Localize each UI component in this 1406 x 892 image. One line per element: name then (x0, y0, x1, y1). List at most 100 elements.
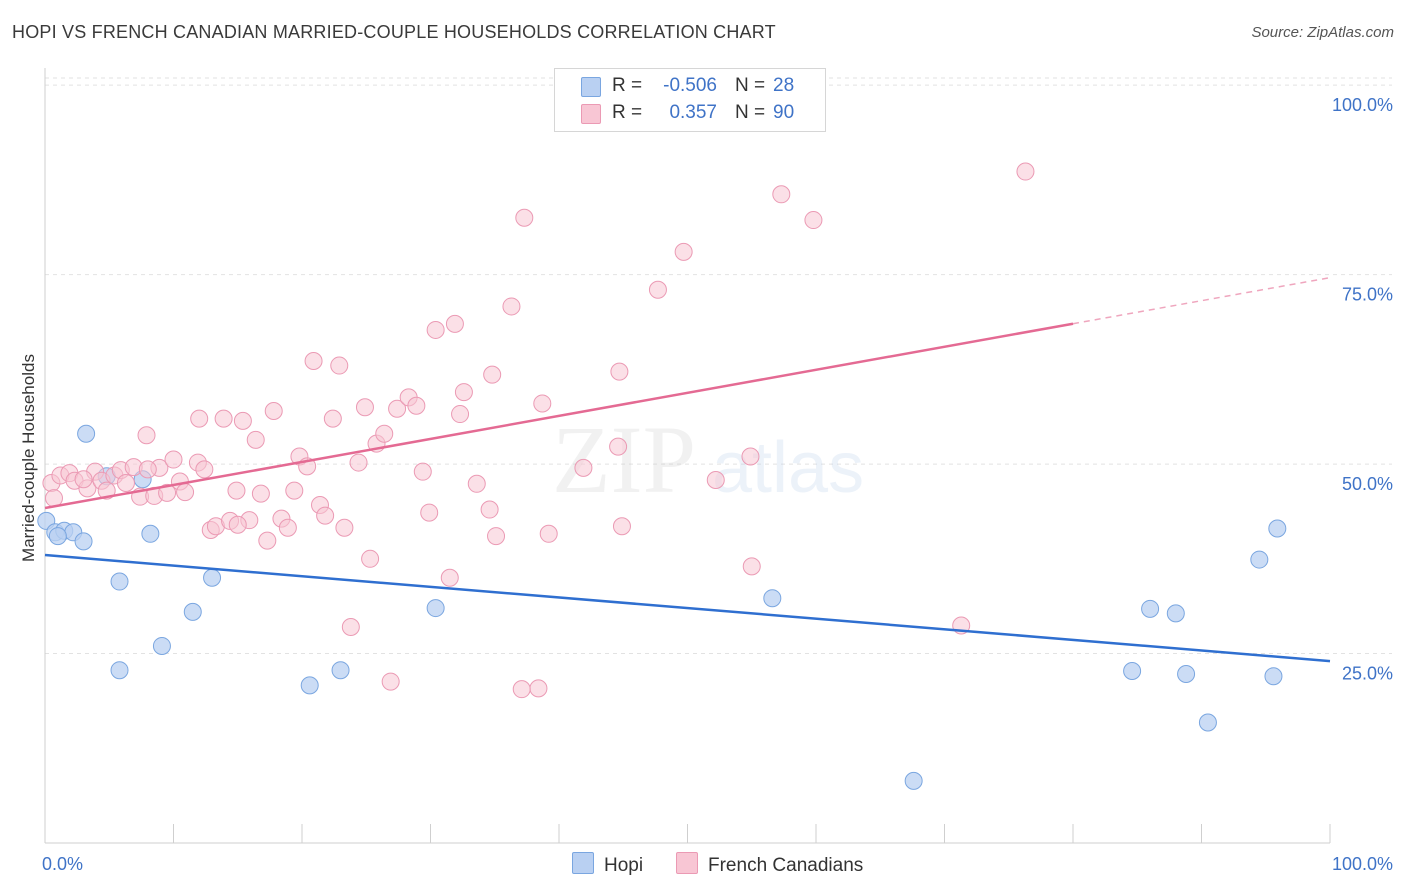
french-point (742, 557, 761, 576)
french-n-value: 90 (773, 102, 795, 123)
french-point (381, 672, 400, 691)
french-point (233, 411, 252, 430)
french-points (42, 72, 1035, 699)
x-tick-label: 0.0% (42, 854, 83, 874)
hopi-r-label: R = (612, 75, 643, 96)
french-point (97, 481, 116, 500)
y-axis-label: Married-couple Households (19, 354, 38, 562)
bottom-legend-french: French Canadians (676, 852, 863, 877)
french-point (451, 405, 470, 424)
french-point (529, 679, 548, 698)
y-tick-label: 25.0% (1342, 664, 1393, 684)
french-point (264, 402, 283, 421)
x-tick-labels: 0.0% 100.0% (42, 854, 1393, 874)
french-point (304, 352, 323, 371)
french-point (227, 481, 246, 500)
french-point (251, 484, 270, 503)
french-point (258, 531, 277, 550)
french-trendline-extension (1072, 276, 1331, 325)
stats-legend: R = -0.506 N = 28 R = 0.357 N = 90 (554, 68, 826, 132)
french-point (375, 424, 394, 443)
y-tick-label: 50.0% (1342, 474, 1393, 494)
hopi-swatch (581, 77, 601, 97)
french-point (190, 409, 209, 428)
french-point (610, 362, 629, 381)
bottom-french-swatch (676, 852, 698, 874)
hopi-point (331, 661, 350, 680)
french-point (176, 483, 195, 502)
french-point (454, 383, 473, 402)
hopi-point (1264, 667, 1283, 686)
hopi-point (141, 524, 160, 543)
french-point (228, 515, 247, 534)
hopi-point (1166, 604, 1185, 623)
french-point (609, 437, 628, 456)
french-point (388, 399, 407, 418)
french-point (195, 460, 214, 479)
hopi-point (1141, 599, 1160, 618)
hopi-n-value: 28 (773, 75, 795, 96)
watermark-zip: ZIP (552, 406, 696, 513)
french-point (158, 483, 177, 502)
french-point (116, 474, 135, 493)
hopi-point (300, 676, 319, 695)
french-point (1016, 162, 1035, 181)
gridlines (45, 77, 1392, 655)
french-point (741, 447, 760, 466)
french-point (539, 524, 558, 543)
source-label: Source: ZipAtlas.com (1251, 24, 1394, 41)
french-point (137, 426, 156, 445)
french-trendline (44, 322, 1074, 510)
hopi-point (110, 572, 129, 591)
french-n-label: N = (735, 102, 766, 123)
french-point (407, 396, 426, 415)
french-point (772, 185, 791, 204)
chart-title: HOPI VS FRENCH CANADIAN MARRIED-COUPLE H… (12, 22, 776, 42)
french-point (278, 518, 297, 537)
hopi-point (904, 771, 923, 790)
watermark: ZIP atlas (552, 406, 864, 513)
french-point (487, 527, 506, 546)
french-point (674, 242, 693, 261)
axes (44, 68, 1331, 844)
hopi-point (74, 532, 93, 551)
french-point (440, 568, 459, 587)
watermark-atlas: atlas (712, 428, 864, 508)
french-point (467, 474, 486, 493)
hopi-point (77, 424, 96, 443)
french-point (480, 500, 499, 519)
french-point (533, 394, 552, 413)
french-point (335, 518, 354, 537)
hopi-point (110, 661, 129, 680)
french-r-label: R = (612, 102, 643, 123)
trendlines (44, 276, 1331, 663)
hopi-points (37, 424, 1287, 790)
french-point (138, 460, 157, 479)
french-point (706, 470, 725, 489)
bottom-hopi-label: Hopi (604, 855, 644, 876)
bottom-hopi-swatch (572, 852, 594, 874)
bottom-french-label: French Canadians (708, 855, 864, 876)
french-point (648, 280, 667, 299)
french-point (164, 450, 183, 469)
hopi-point (1250, 550, 1269, 569)
y-tick-label: 100.0% (1332, 95, 1393, 115)
french-point (323, 409, 342, 428)
french-point (574, 458, 593, 477)
french-point (413, 462, 432, 481)
hopi-point (48, 527, 67, 546)
hopi-point (426, 599, 445, 618)
french-point (74, 470, 93, 489)
hopi-trendline (44, 553, 1331, 663)
french-point (246, 430, 265, 449)
bottom-legend-hopi: Hopi (572, 852, 643, 877)
french-point (361, 549, 380, 568)
french-point (214, 409, 233, 428)
french-point (349, 453, 368, 472)
hopi-point (1268, 519, 1287, 538)
french-point (420, 503, 439, 522)
hopi-point (1177, 665, 1196, 684)
french-point (426, 320, 445, 339)
hopi-point (203, 568, 222, 587)
